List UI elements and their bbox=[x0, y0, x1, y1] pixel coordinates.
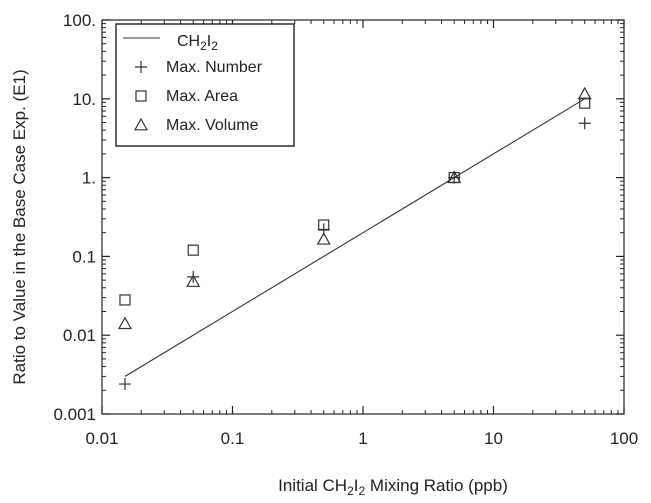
y-tick-label: 10. bbox=[72, 90, 96, 109]
y-tick-label: 1. bbox=[82, 169, 96, 188]
legend-label: Max. Area bbox=[166, 88, 238, 105]
data-point-square bbox=[318, 219, 330, 231]
y-axis-label: Ratio to Value in the Base Case Exp. (E1… bbox=[10, 69, 29, 384]
data-point-triangle bbox=[186, 274, 201, 287]
data-point-plus bbox=[578, 117, 591, 130]
data-point-square bbox=[119, 294, 131, 306]
series-line-ch2i2 bbox=[124, 98, 585, 377]
data-point-triangle bbox=[117, 316, 132, 330]
legend-symbol-square bbox=[135, 90, 147, 102]
legend-symbol-plus bbox=[135, 61, 147, 73]
y-tick-label: 100. bbox=[63, 11, 96, 30]
x-axis-label: Initial CH2I2 Mixing Ratio (ppb) bbox=[278, 476, 508, 498]
data-point-triangle bbox=[577, 86, 592, 100]
legend-symbol-triangle bbox=[133, 117, 149, 131]
y-tick-label: 0.01 bbox=[63, 326, 96, 345]
data-point-triangle bbox=[447, 170, 462, 183]
legend-label: CH2I2 bbox=[177, 33, 218, 53]
data-point-plus bbox=[118, 378, 131, 391]
data-point-plus bbox=[187, 270, 200, 283]
legend-box bbox=[115, 23, 295, 147]
plot-area: 0.01 0.1 1 10 100 0.001 0.01 0.1 1. 10. 100. Initia… bbox=[10, 11, 638, 498]
data-point-square bbox=[579, 97, 591, 109]
x-tick-label: 0.1 bbox=[221, 429, 245, 448]
legend: CH2I2 Max. Number Max. Area Max. Volume bbox=[115, 23, 295, 147]
y-tick-label: 0.1 bbox=[72, 247, 96, 266]
x-tick-label: 100 bbox=[610, 429, 638, 448]
x-tick-label: 10 bbox=[484, 429, 503, 448]
legend-label: Max. Volume bbox=[166, 117, 259, 134]
legend-label: Max. Number bbox=[166, 59, 263, 76]
data-point-square bbox=[187, 244, 199, 256]
data-point-triangle bbox=[316, 232, 331, 245]
x-tick-label: 1 bbox=[358, 429, 367, 448]
y-tick-label: 0.001 bbox=[53, 405, 96, 424]
x-tick-label: 0.01 bbox=[85, 429, 118, 448]
